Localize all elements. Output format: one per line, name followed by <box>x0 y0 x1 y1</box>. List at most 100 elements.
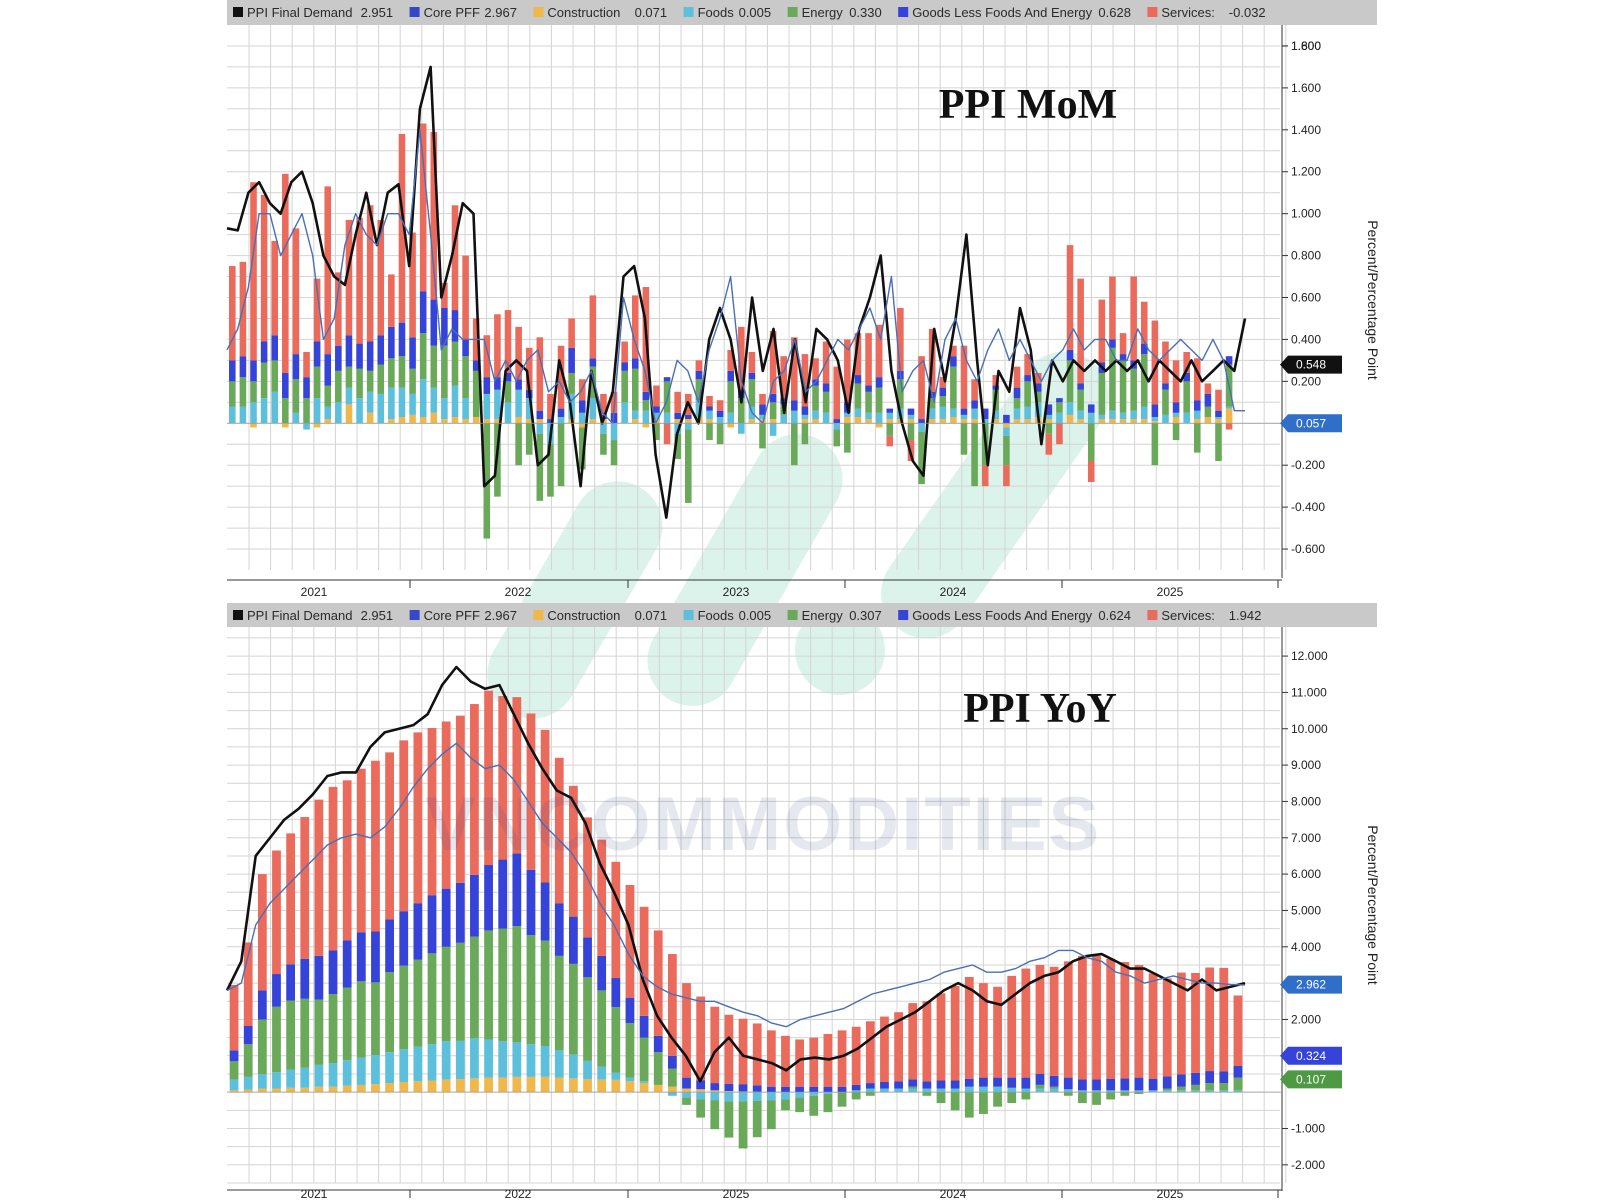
bar-segment <box>1162 1076 1172 1089</box>
bar-segment <box>611 1007 621 1073</box>
bar-segment <box>483 423 491 539</box>
bar-segment <box>515 389 522 417</box>
bar-segment <box>385 1083 394 1093</box>
bar-segment <box>950 345 957 357</box>
bar-segment <box>1119 354 1127 361</box>
legend-value: 0.005 <box>739 608 772 623</box>
bar-segment <box>880 1088 889 1093</box>
y-tick-label: 0.400 <box>1291 332 1321 346</box>
bar-segment <box>1007 1092 1017 1104</box>
bar-segment <box>971 419 978 424</box>
bar-segment <box>886 419 894 424</box>
bar-segment <box>908 1003 918 1080</box>
bar-segment <box>710 1092 720 1101</box>
bar-segment <box>781 1086 790 1093</box>
bar-segment <box>950 986 960 1081</box>
bar-segment <box>314 1064 324 1087</box>
bar-segment <box>854 416 862 424</box>
chart-panel-mom: PPI Final Demand 2.951 Core PFF 2.967 Constr… <box>226 0 1381 599</box>
bar-segment <box>791 423 798 466</box>
bar-segment <box>769 419 777 424</box>
bar-segment <box>282 423 289 428</box>
bar-segment <box>936 1092 946 1104</box>
bar-segment <box>328 786 338 951</box>
y-tick-label: -2.000 <box>1291 1158 1325 1172</box>
value-badge: 0.548 <box>1280 355 1342 374</box>
bar-segment <box>292 228 300 355</box>
bar-segment <box>335 402 342 424</box>
bar-segment <box>257 1073 267 1089</box>
bar-segment <box>257 874 267 991</box>
x-year-label: 2022 <box>505 1187 532 1200</box>
bar-segment <box>313 341 321 367</box>
y-axis-title: Percent/Percentage Point <box>1365 825 1381 985</box>
bar-segment <box>631 358 639 369</box>
bar-segment <box>345 219 353 336</box>
bar-segment <box>1109 347 1116 411</box>
bar-segment <box>823 1092 833 1094</box>
bar-segment <box>335 272 342 346</box>
bar-segment <box>854 375 862 384</box>
bar-segment <box>1205 967 1215 1072</box>
bar-segment <box>1162 978 1172 1077</box>
bar-segment <box>894 1088 903 1093</box>
bar-segment <box>1215 410 1222 417</box>
bar-segment <box>356 1084 366 1093</box>
bar-segment <box>653 1084 663 1093</box>
bar-segment <box>554 757 564 904</box>
bar-segment <box>621 402 628 424</box>
bar-segment <box>271 240 279 336</box>
x-year-label: 2025 <box>723 1187 750 1200</box>
bar-segment <box>801 423 809 445</box>
bar-segment <box>554 1077 564 1093</box>
legend-value: 0.071 <box>635 608 668 623</box>
bar-segment <box>257 1019 267 1074</box>
bar-segment <box>1215 416 1222 420</box>
legend-label: PPI Final Demand <box>247 5 353 20</box>
bar-segment <box>494 419 501 424</box>
bar-segment <box>822 391 830 413</box>
bar-segment <box>257 990 267 1020</box>
bar-segment <box>964 976 974 1079</box>
bar-segment <box>462 255 469 340</box>
bar-segment <box>684 429 692 503</box>
bar-segment <box>1106 1078 1116 1091</box>
bar-segment <box>993 1092 1002 1107</box>
bar-segment <box>1215 389 1222 411</box>
y-tick-label: 4.000 <box>1291 940 1321 954</box>
bar-segment <box>1045 419 1053 424</box>
bar-segment <box>286 964 296 1001</box>
bar-segment <box>557 423 565 487</box>
bar-segment <box>526 713 536 870</box>
bar-segment <box>525 419 533 424</box>
bar-segment <box>451 341 459 386</box>
bar-segment <box>823 1086 833 1093</box>
bar-segment <box>229 381 236 407</box>
bar-segment <box>939 396 947 407</box>
bar-segment <box>674 391 681 413</box>
bar-segment <box>282 398 289 424</box>
bar-segment <box>441 398 448 420</box>
bar-segment <box>286 1087 296 1093</box>
bar-segment <box>1193 410 1201 420</box>
bar-segment <box>809 1092 819 1096</box>
bar-segment <box>960 414 968 420</box>
bar-segment <box>512 853 522 927</box>
legend-item: Core PFF 2.967 <box>409 5 517 20</box>
bar-segment <box>1119 333 1127 355</box>
bar-segment <box>724 1083 734 1092</box>
bar-segment <box>498 928 508 1042</box>
bar-segment <box>260 341 268 363</box>
bar-segment <box>1106 1092 1116 1100</box>
bar-segment <box>484 865 493 931</box>
bar-segment <box>752 1100 762 1138</box>
bar-segment <box>752 1023 762 1086</box>
bar-segment <box>377 219 385 336</box>
bar-segment <box>388 358 395 388</box>
bar-segment <box>1035 1088 1045 1093</box>
bar-segment <box>250 360 257 382</box>
bar-segment <box>684 423 692 430</box>
bar-segment <box>631 419 639 424</box>
x-year-label: 2024 <box>940 585 967 599</box>
legend-value: 2.967 <box>484 5 517 20</box>
